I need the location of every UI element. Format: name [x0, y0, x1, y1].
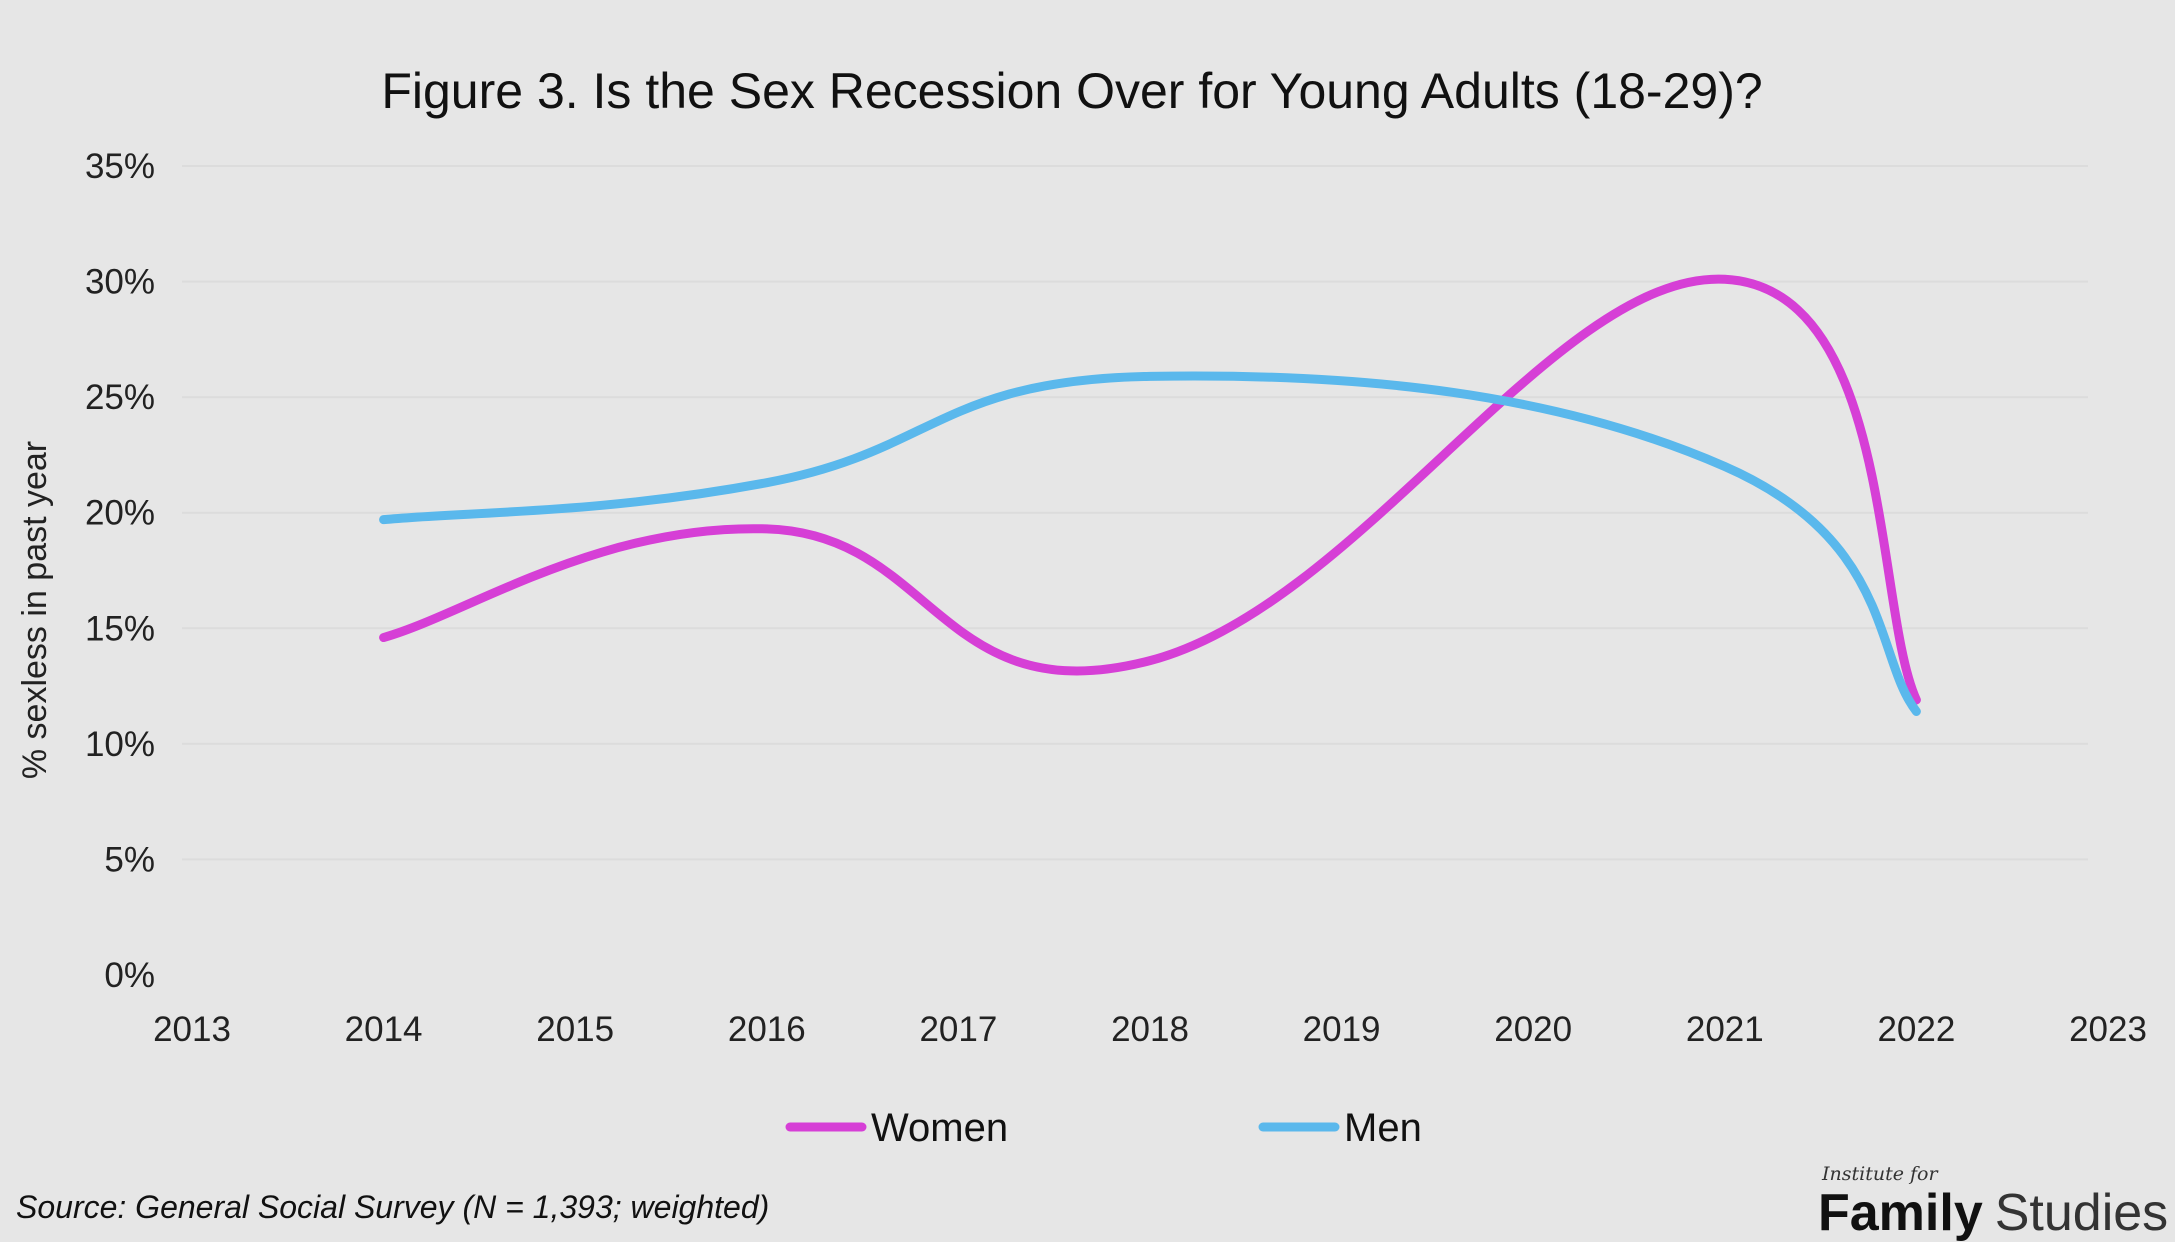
x-tick-label: 2013 — [153, 1010, 231, 1049]
series-lines — [379, 274, 1921, 716]
legend: Women Men — [785, 1106, 1422, 1150]
institute-logo: Institute for Family Studies — [1818, 1163, 2168, 1242]
y-tick-label: 35% — [85, 147, 155, 186]
x-tick-label: 2019 — [1303, 1010, 1381, 1049]
legend-label-women: Women — [871, 1106, 1008, 1150]
legend-label-men: Men — [1344, 1106, 1422, 1150]
source-note: Source: General Social Survey (N = 1,393… — [16, 1189, 769, 1225]
y-tick-label: 30% — [85, 263, 155, 302]
x-tick-label: 2020 — [1494, 1010, 1572, 1049]
logo-small-text: Institute for — [1821, 1163, 1939, 1185]
logo-bold-text: Family — [1818, 1184, 1983, 1242]
x-axis-ticks: 2013 2014 2015 2016 2017 2018 2019 2020 2021 2022… — [153, 1010, 2147, 1049]
x-tick-label: 2016 — [728, 1010, 806, 1049]
logo-light-text: Studies — [1995, 1184, 2168, 1242]
x-tick-label: 2021 — [1686, 1010, 1764, 1049]
x-tick-label: 2018 — [1111, 1010, 1189, 1049]
y-axis-ticks: 0% 5% 10% 15% 20% 25% 30% 35% — [85, 147, 155, 995]
y-tick-label: 25% — [85, 378, 155, 417]
y-tick-label: 15% — [85, 609, 155, 648]
logo-wordmark: Family Studies — [1818, 1184, 2168, 1242]
y-tick-label: 20% — [85, 494, 155, 533]
x-tick-label: 2014 — [345, 1010, 423, 1049]
x-tick-label: 2015 — [536, 1010, 614, 1049]
y-tick-label: 0% — [104, 956, 155, 995]
y-axis-label: % sexless in past year — [16, 441, 54, 779]
x-tick-label: 2017 — [919, 1010, 997, 1049]
series-line-men — [379, 371, 1921, 716]
chart-title: Figure 3. Is the Sex Recession Over for … — [381, 63, 1762, 119]
x-tick-label: 2022 — [1877, 1010, 1955, 1049]
y-tick-label: 10% — [85, 725, 155, 764]
y-tick-label: 5% — [104, 840, 155, 879]
x-tick-label: 2023 — [2069, 1010, 2147, 1049]
series-line-women — [379, 274, 1921, 705]
